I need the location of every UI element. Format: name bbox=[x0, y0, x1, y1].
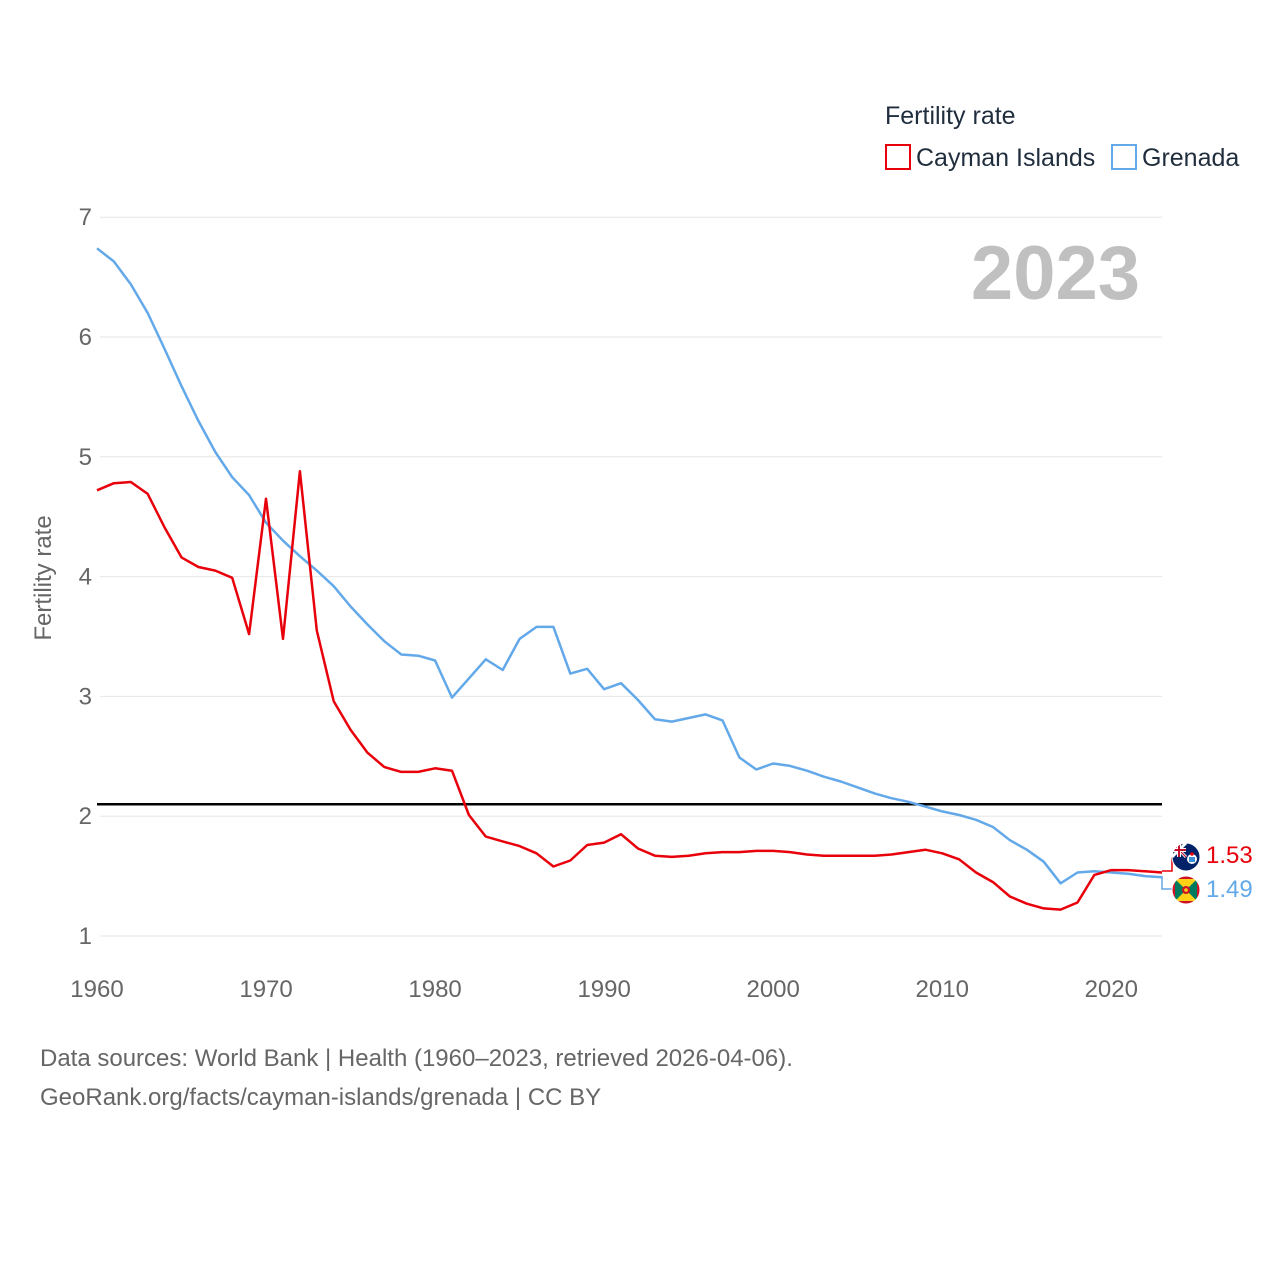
legend-swatch-cayman-islands bbox=[885, 144, 911, 170]
legend-item-cayman-islands[interactable]: Cayman Islands bbox=[885, 144, 1095, 172]
x-tick-label: 2010 bbox=[916, 976, 969, 1003]
y-axis: 1 2 3 4 5 6 7 bbox=[79, 204, 92, 950]
legend-label-cayman-islands: Cayman Islands bbox=[916, 144, 1095, 172]
y-tick-label: 3 bbox=[79, 683, 92, 710]
x-tick-label: 1970 bbox=[239, 976, 292, 1003]
cayman-islands-end-value: 1.53 bbox=[1206, 842, 1253, 869]
data-sources-text: Data sources: World Bank | Health (1960–… bbox=[40, 1045, 793, 1072]
x-tick-label: 2020 bbox=[1085, 976, 1138, 1003]
cayman-islands-flag-icon bbox=[1171, 842, 1201, 872]
y-tick-label: 4 bbox=[79, 564, 92, 591]
y-axis-title: Fertility rate bbox=[30, 515, 57, 640]
series-line-grenada[interactable] bbox=[96, 247, 1163, 885]
legend: Fertility rate Cayman Islands Grenada bbox=[885, 102, 1239, 172]
x-tick-label: 1980 bbox=[408, 976, 461, 1003]
legend-item-grenada[interactable]: Grenada bbox=[1111, 144, 1239, 172]
x-tick-label: 2000 bbox=[746, 976, 799, 1003]
grid-layer bbox=[100, 216, 1162, 937]
grenada-end-value: 1.49 bbox=[1206, 876, 1253, 903]
attribution-link[interactable]: GeoRank.org/facts/cayman-islands/grenada… bbox=[40, 1084, 602, 1111]
y-tick-label: 2 bbox=[79, 803, 92, 830]
legend-label-grenada: Grenada bbox=[1142, 144, 1239, 172]
current-year-label: 2023 bbox=[971, 231, 1140, 316]
x-tick-label: 1990 bbox=[577, 976, 630, 1003]
y-tick-label: 6 bbox=[79, 324, 92, 351]
legend-swatch-grenada bbox=[1111, 144, 1137, 170]
y-tick-label: 1 bbox=[79, 923, 92, 950]
legend-title: Fertility rate bbox=[885, 102, 1016, 130]
y-tick-label: 7 bbox=[79, 204, 92, 231]
grenada-flag-icon bbox=[1171, 875, 1201, 905]
grenada-leader-line bbox=[1161, 876, 1172, 890]
series-line-cayman-islands[interactable] bbox=[96, 469, 1163, 911]
series-layer bbox=[96, 247, 1163, 911]
x-axis: 1960 1970 1980 1990 2000 2010 2020 bbox=[70, 976, 1138, 1003]
end-labels: 1.53 1.49 bbox=[1161, 842, 1253, 905]
y-tick-label: 5 bbox=[79, 444, 92, 471]
x-tick-label: 1960 bbox=[70, 976, 123, 1003]
